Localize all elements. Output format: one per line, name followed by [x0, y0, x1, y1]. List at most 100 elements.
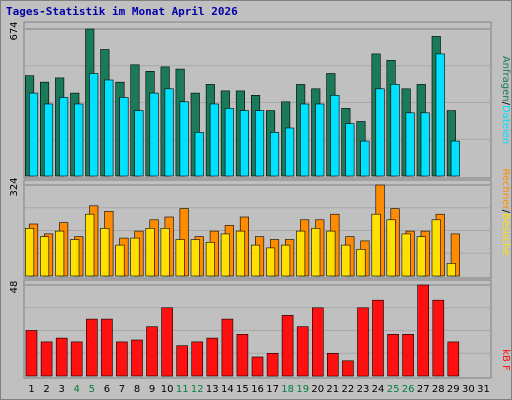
bar-besuche-day-16: [251, 244, 261, 277]
bar-kb-day-10: [161, 307, 173, 377]
bar-besuche-day-26: [401, 233, 411, 277]
bar-besuche-day-2: [39, 236, 50, 277]
x-tick-day-24: 24: [372, 384, 385, 395]
bar-kb-day-14: [221, 318, 234, 377]
bar-besuche-day-15: [235, 230, 245, 277]
bar-besuche-day-11: [175, 239, 185, 277]
bar-dateien-day-26: [405, 112, 415, 177]
bar-besuche-day-7: [115, 244, 125, 277]
bar-dateien-day-12: [194, 132, 204, 177]
legend-dateien: Dateien: [500, 105, 511, 144]
bar-dateien-day-21: [330, 95, 340, 177]
panel-3-y-tick: 48: [9, 281, 20, 294]
bar-dateien-day-28: [435, 53, 445, 177]
bar-dateien-day-15: [239, 110, 249, 177]
bar-besuche-day-29: [446, 263, 456, 277]
x-tick-day-2: 2: [43, 384, 49, 395]
legend-panel-2: Rechner/Besuche: [500, 168, 511, 255]
bar-dateien-day-19: [300, 103, 310, 177]
x-tick-day-1: 1: [28, 384, 34, 395]
bar-besuche-day-13: [205, 242, 215, 277]
bar-dateien-day-23: [360, 140, 370, 177]
bar-dateien-day-14: [224, 108, 234, 177]
chart-title: Tages-Statistik im Monat April 2026: [6, 5, 238, 18]
bar-besuche-day-25: [386, 219, 396, 277]
x-tick-day-29: 29: [447, 384, 460, 395]
bar-dateien-day-22: [345, 123, 355, 177]
bar-dateien-day-25: [390, 84, 400, 177]
x-tick-day-9: 9: [149, 384, 155, 395]
bar-kb-day-18: [281, 314, 294, 377]
bar-kb-day-2: [40, 341, 53, 377]
bar-kb-day-29: [447, 341, 460, 377]
bar-kb-day-6: [101, 318, 113, 377]
bar-dateien-day-9: [149, 92, 159, 177]
bar-dateien-day-3: [59, 97, 69, 177]
bar-besuche-day-8: [130, 237, 140, 277]
bar-dateien-day-18: [285, 127, 295, 177]
legend-panel-3: kB F: [500, 349, 511, 371]
bar-dateien-day-1: [28, 92, 39, 177]
legend-besuche: Besuche: [500, 213, 511, 256]
bar-besuche-day-9: [145, 228, 155, 277]
bar-besuche-day-24: [371, 213, 381, 277]
bar-dateien-day-4: [74, 103, 84, 177]
legend-separator: /: [500, 210, 511, 214]
bar-kb-day-3: [55, 337, 68, 377]
x-tick-day-12: 12: [191, 384, 204, 395]
bar-besuche-day-4: [70, 239, 80, 277]
bar-dateien-day-11: [179, 101, 189, 177]
x-tick-day-6: 6: [104, 384, 110, 395]
bar-kb-day-22: [342, 360, 354, 377]
legend-separator: /: [500, 102, 511, 106]
x-tick-day-23: 23: [357, 384, 370, 395]
panel-1-y-tick: 674: [9, 21, 20, 40]
x-tick-day-27: 27: [417, 384, 430, 395]
legend-kb-f: kB F: [500, 349, 511, 371]
x-tick-day-14: 14: [221, 384, 234, 395]
bar-kb-day-17: [266, 352, 279, 377]
x-tick-day-25: 25: [387, 384, 400, 395]
bar-dateien-day-8: [134, 110, 144, 177]
bar-besuche-day-23: [356, 249, 366, 277]
bar-besuche-day-27: [416, 236, 426, 277]
bar-besuche-day-10: [160, 228, 170, 277]
bar-besuche-day-22: [341, 244, 351, 277]
bar-kb-day-21: [326, 352, 339, 377]
bar-dateien-day-6: [104, 79, 114, 177]
bar-kb-day-27: [417, 284, 430, 377]
bar-dateien-day-7: [119, 97, 129, 177]
x-tick-day-8: 8: [134, 384, 140, 395]
bar-besuche-day-3: [55, 230, 65, 277]
bar-dateien-day-5: [89, 73, 99, 177]
bar-dateien-day-13: [209, 103, 219, 177]
bar-kb-day-8: [131, 339, 143, 377]
bar-dateien-day-16: [255, 110, 265, 177]
bar-kb-day-9: [146, 326, 158, 377]
bar-besuche-day-20: [311, 228, 321, 277]
bar-kb-day-4: [70, 341, 83, 377]
bar-kb-day-23: [357, 307, 369, 377]
bar-dateien-day-2: [43, 103, 54, 177]
bar-kb-day-15: [236, 333, 249, 377]
x-tick-day-28: 28: [432, 384, 445, 395]
bar-besuche-day-6: [100, 228, 110, 277]
bar-kb-day-26: [402, 333, 414, 377]
bar-kb-day-20: [311, 307, 324, 377]
bar-kb-day-28: [432, 299, 445, 377]
x-tick-day-5: 5: [89, 384, 95, 395]
legend-rechner: Rechner: [500, 168, 511, 210]
legend-panel-1: Anfragen/Dateien: [500, 56, 511, 144]
bar-besuche-day-21: [326, 230, 336, 277]
bar-besuche-day-12: [190, 239, 200, 277]
bar-dateien-day-24: [375, 88, 385, 177]
bar-kb-day-5: [86, 318, 98, 377]
bar-besuche-day-5: [85, 213, 95, 277]
bar-dateien-day-10: [164, 88, 174, 177]
bar-kb-day-12: [191, 341, 203, 377]
bar-besuche-day-18: [281, 244, 291, 277]
x-tick-day-26: 26: [402, 384, 415, 395]
bar-kb-day-19: [296, 326, 309, 377]
bar-kb-day-25: [387, 333, 399, 377]
x-tick-day-4: 4: [74, 384, 80, 395]
